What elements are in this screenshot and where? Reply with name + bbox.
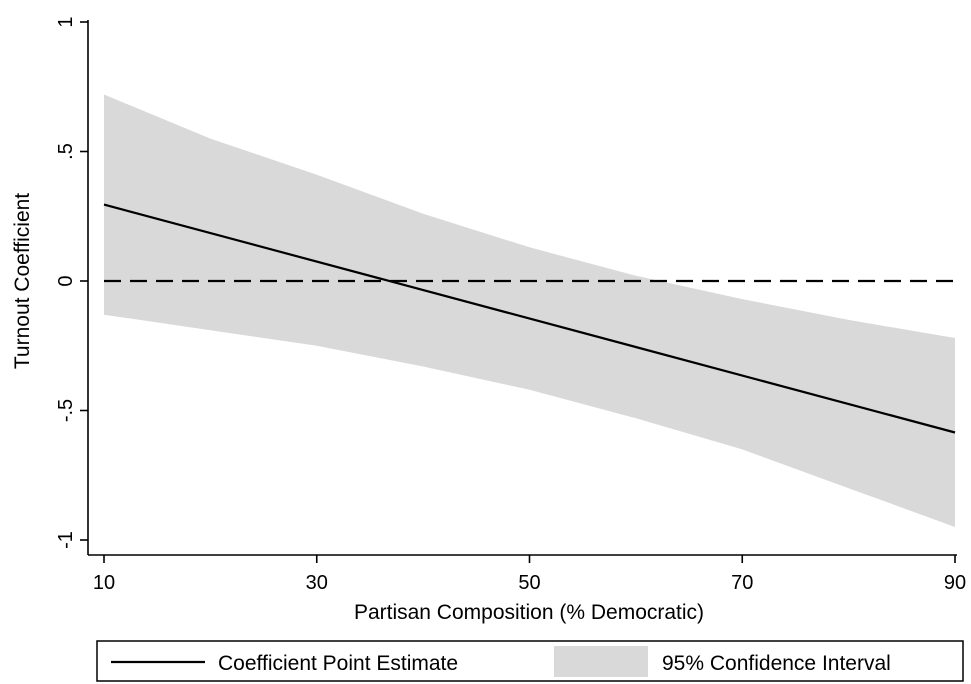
legend-label-confidence-interval: 95% Confidence Interval (662, 652, 891, 675)
y-tick-label: 1 (55, 16, 77, 27)
x-tick-label: 90 (944, 572, 966, 594)
x-axis-title: Partisan Composition (% Democratic) (354, 601, 704, 624)
axes: -1 -.5 0 .5 1 10 30 50 70 90 (55, 16, 966, 594)
x-tick-label: 30 (306, 572, 328, 594)
y-tick-label: .5 (55, 143, 77, 160)
y-tick-label: -1 (55, 531, 77, 549)
legend-swatch-confidence-interval (554, 646, 648, 677)
confidence-interval-band (104, 94, 955, 527)
legend-box (96, 640, 964, 682)
point-estimate-line (103, 203, 956, 434)
y-axis-title: Turnout Coefficient (11, 193, 34, 369)
x-tick-label: 50 (518, 572, 540, 594)
plot-area (103, 94, 956, 527)
legend: Coefficient Point Estimate 95% Confidenc… (96, 640, 964, 682)
legend-label-point-estimate: Coefficient Point Estimate (218, 652, 458, 675)
y-tick-label: 0 (55, 275, 77, 286)
x-tick-label: 10 (93, 572, 115, 594)
y-tick-label: -.5 (55, 399, 77, 422)
x-tick-label: 70 (731, 572, 753, 594)
